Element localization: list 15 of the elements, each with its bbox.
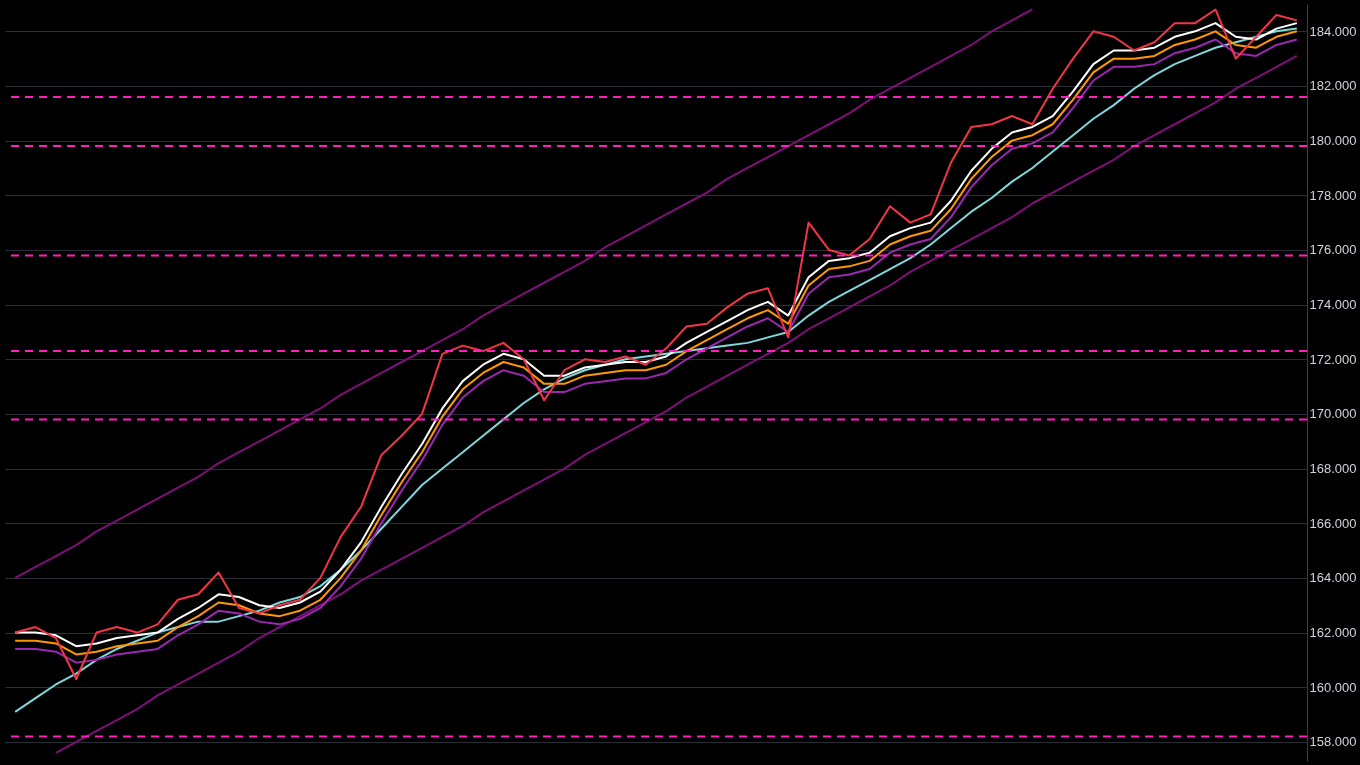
- y-tick-label: 160.000: [1309, 679, 1357, 695]
- y-tick-label: 184.000: [1309, 23, 1357, 39]
- y-tick-label: 164.000: [1309, 570, 1357, 586]
- y-tick-label: 182.000: [1309, 78, 1357, 94]
- y-tick-label: 178.000: [1309, 187, 1357, 203]
- y-tick-label: 174.000: [1309, 297, 1357, 313]
- y-tick-label: 180.000: [1309, 133, 1357, 149]
- y-tick-label: 176.000: [1309, 242, 1357, 258]
- y-tick-label: 168.000: [1309, 461, 1357, 477]
- line-series: [14, 8, 1034, 579]
- y-tick-label: 158.000: [1309, 734, 1357, 750]
- y-tick-label: 170.000: [1309, 406, 1357, 422]
- y-tick-label: 166.000: [1309, 515, 1357, 531]
- y-tick-label: 172.000: [1309, 351, 1357, 367]
- y-tick-label: 162.000: [1309, 625, 1357, 641]
